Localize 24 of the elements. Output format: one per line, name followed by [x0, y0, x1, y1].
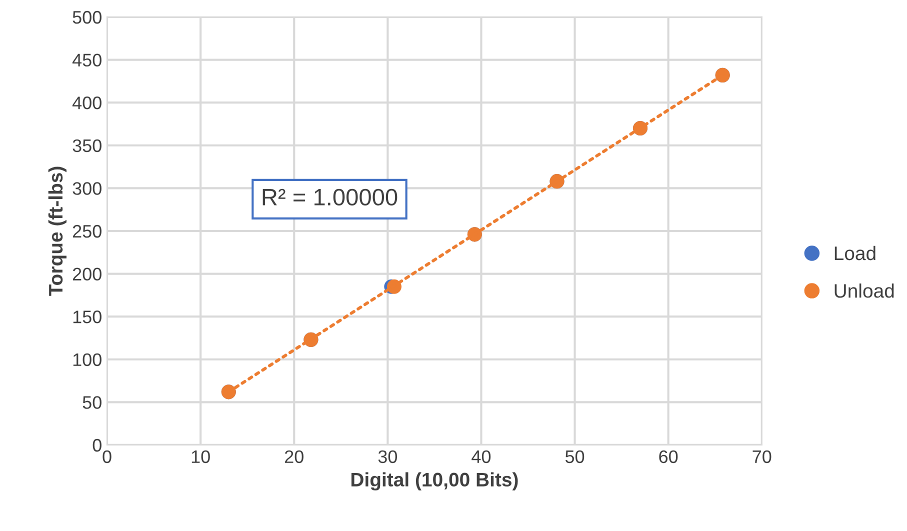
y-tick-label: 0: [92, 438, 102, 452]
y-tick-label: 400: [72, 96, 102, 110]
y-axis-title: Torque (ft-lbs): [48, 166, 66, 296]
legend-label: Unload: [834, 284, 894, 298]
y-tick-label: 500: [72, 10, 102, 24]
x-tick-label: 60: [659, 450, 678, 464]
x-tick-label: 50: [565, 450, 584, 464]
y-tick-label: 200: [72, 268, 102, 281]
x-tick-label: 30: [378, 450, 398, 464]
x-tick-label: 20: [284, 450, 304, 464]
y-tick-label: 300: [72, 182, 102, 195]
y-tick-label: 100: [73, 353, 102, 366]
y-tick-label: 150: [73, 310, 102, 324]
x-tick-label: 0: [102, 450, 112, 464]
x-axis-title: Digital (10,00 Bits): [351, 472, 518, 490]
y-tick-label: 50: [82, 396, 102, 409]
y-tick-label: 350: [72, 139, 102, 152]
y-tick-label: 450: [72, 54, 102, 67]
x-tick-label: 40: [472, 450, 491, 464]
x-tick-label: 10: [192, 450, 210, 464]
annotation: R² = 1.00000: [262, 188, 398, 206]
legend-label: Load: [834, 246, 876, 260]
y-tick-label: 250: [72, 224, 102, 238]
x-tick-label: 70: [752, 450, 772, 464]
